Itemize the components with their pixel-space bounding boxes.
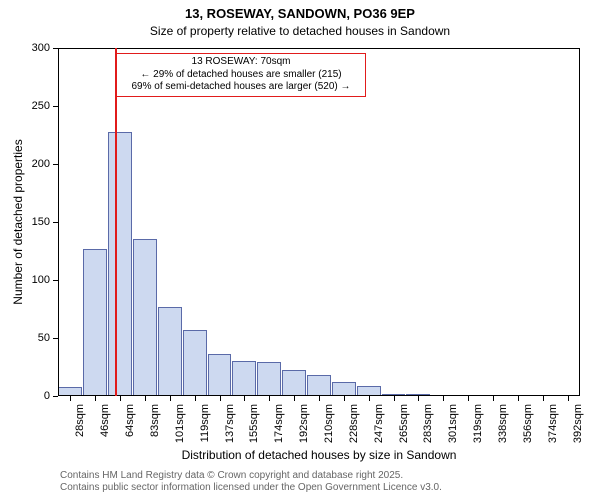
footer-text: Contains HM Land Registry data © Crown c…: [60, 470, 442, 494]
x-tick-label: 228sqm: [348, 404, 360, 454]
x-tick: [468, 396, 469, 401]
x-tick-label: 101sqm: [174, 404, 186, 454]
annotation-line: 13 ROSEWAY: 70sqm: [121, 56, 361, 69]
x-tick: [394, 396, 395, 401]
histogram-bar: [83, 249, 107, 396]
x-tick-label: 137sqm: [224, 404, 236, 454]
x-tick-label: 83sqm: [149, 404, 161, 454]
x-tick: [369, 396, 370, 401]
y-tick-label: 50: [10, 332, 50, 344]
annotation-line: 69% of semi-detached houses are larger (…: [121, 81, 361, 94]
x-tick: [195, 396, 196, 401]
footer-line-2: Contains public sector information licen…: [60, 482, 442, 494]
x-tick: [518, 396, 519, 401]
x-axis-label: Distribution of detached houses by size …: [58, 448, 580, 462]
x-tick-label: 155sqm: [248, 404, 260, 454]
histogram-bar: [307, 375, 331, 396]
x-tick: [344, 396, 345, 401]
x-tick: [220, 396, 221, 401]
x-tick-label: 192sqm: [298, 404, 310, 454]
x-tick: [294, 396, 295, 401]
x-tick: [493, 396, 494, 401]
x-tick-label: 119sqm: [199, 404, 211, 454]
x-tick: [120, 396, 121, 401]
x-tick-label: 247sqm: [373, 404, 385, 454]
x-tick-label: 301sqm: [447, 404, 459, 454]
axis-border: [579, 48, 580, 396]
x-tick: [170, 396, 171, 401]
chart-title-1: 13, ROSEWAY, SANDOWN, PO36 9EP: [0, 6, 600, 21]
x-tick-label: 28sqm: [74, 404, 86, 454]
histogram-bar: [257, 362, 281, 396]
x-tick: [418, 396, 419, 401]
x-tick: [70, 396, 71, 401]
histogram-bar: [208, 354, 232, 396]
x-tick-label: 265sqm: [398, 404, 410, 454]
axis-border: [58, 48, 59, 396]
x-tick: [145, 396, 146, 401]
x-tick-label: 374sqm: [547, 404, 559, 454]
y-tick-label: 300: [10, 42, 50, 54]
x-tick: [244, 396, 245, 401]
x-tick: [568, 396, 569, 401]
annotation-line: ← 29% of detached houses are smaller (21…: [121, 69, 361, 82]
y-tick-label: 250: [10, 100, 50, 112]
x-tick-label: 338sqm: [497, 404, 509, 454]
histogram-bar: [232, 361, 256, 396]
x-tick: [443, 396, 444, 401]
histogram-bar: [158, 307, 182, 396]
y-tick: [53, 396, 58, 397]
x-tick: [543, 396, 544, 401]
histogram-bar: [282, 370, 306, 396]
footer-line-1: Contains HM Land Registry data © Crown c…: [60, 470, 442, 482]
x-tick-label: 392sqm: [572, 404, 584, 454]
y-axis-label: Number of detached properties: [11, 122, 25, 322]
histogram-bar: [133, 239, 157, 396]
y-tick-label: 0: [10, 390, 50, 402]
plot-area: 05010015020025030028sqm46sqm64sqm83sqm10…: [58, 48, 580, 396]
x-tick: [95, 396, 96, 401]
property-marker-line: [115, 48, 117, 396]
x-tick-label: 356sqm: [522, 404, 534, 454]
x-tick-label: 283sqm: [422, 404, 434, 454]
histogram-bar: [108, 132, 132, 396]
x-tick-label: 210sqm: [323, 404, 335, 454]
axis-border: [58, 395, 580, 396]
x-tick: [269, 396, 270, 401]
x-tick: [319, 396, 320, 401]
histogram-bar: [183, 330, 207, 396]
x-tick-label: 46sqm: [99, 404, 111, 454]
axis-border: [58, 48, 580, 49]
x-tick-label: 174sqm: [273, 404, 285, 454]
x-tick-label: 64sqm: [124, 404, 136, 454]
chart-title-2: Size of property relative to detached ho…: [0, 24, 600, 38]
histogram-bar: [332, 382, 356, 396]
x-tick-label: 319sqm: [472, 404, 484, 454]
annotation-box: 13 ROSEWAY: 70sqm← 29% of detached house…: [116, 53, 366, 97]
